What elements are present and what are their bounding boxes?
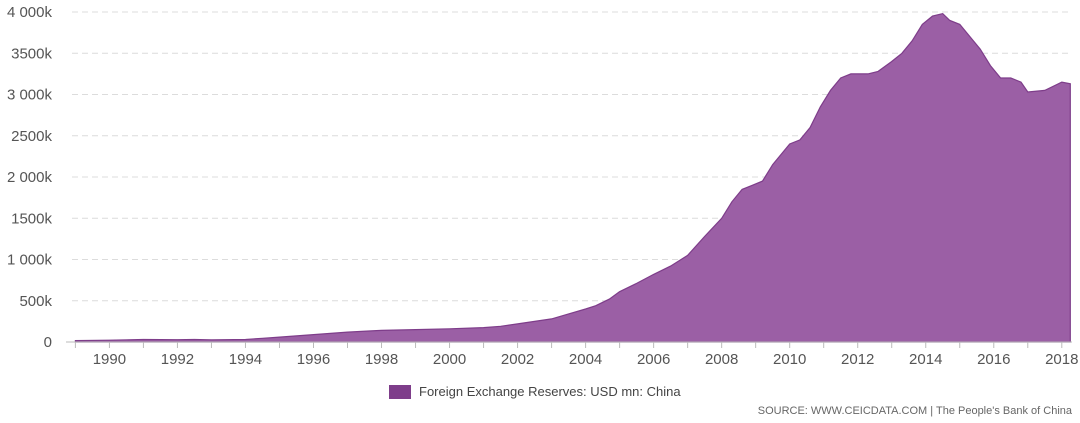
x-tick-label: 2018 (1045, 351, 1078, 368)
y-tick-label: 3500k (11, 45, 52, 62)
series-area-group (74, 12, 1071, 343)
legend-swatch (389, 384, 411, 399)
x-tick-label: 2016 (977, 351, 1010, 368)
x-tick-label: 1998 (365, 351, 398, 368)
x-tick-label: 1992 (161, 351, 194, 368)
y-tick-label: 2 000k (7, 169, 53, 186)
x-tick-label: 2010 (773, 351, 806, 368)
x-tick-label: 2008 (705, 351, 738, 368)
legend-label: Foreign Exchange Reserves: USD mn: China (419, 384, 681, 399)
y-tick-label: 3 000k (7, 87, 53, 104)
x-tick-label: 1990 (93, 351, 126, 368)
y-tick-label: 0 (44, 334, 52, 351)
source-note: SOURCE: WWW.CEICDATA.COM | The People's … (757, 405, 1072, 417)
x-tick-label: 2002 (501, 351, 534, 368)
x-tick-label: 2000 (433, 351, 466, 368)
series-area[interactable] (74, 12, 1071, 343)
y-tick-label: 1 000k (7, 252, 53, 269)
x-tick-label: 2006 (637, 351, 670, 368)
y-tick-label: 4 000k (7, 4, 53, 21)
y-tick-label: 2500k (11, 128, 52, 145)
x-tick-label: 2012 (841, 351, 874, 368)
x-tick-label: 1994 (229, 351, 262, 368)
legend[interactable]: Foreign Exchange Reserves: USD mn: China (389, 384, 681, 399)
x-tick-label: 2014 (909, 351, 942, 368)
y-axis: 0 500k 1 000k 1500k 2 000k 2500k 3 000k 3500k 4 … (7, 4, 53, 351)
x-tick-label: 2004 (569, 351, 602, 368)
x-axis: 1990 1992 1994 1996 1998 2000 2002 2004 2006 2008… (66, 341, 1078, 368)
y-tick-label: 1500k (11, 210, 52, 227)
x-tick-label: 1996 (297, 351, 330, 368)
y-tick-label: 500k (19, 293, 52, 310)
